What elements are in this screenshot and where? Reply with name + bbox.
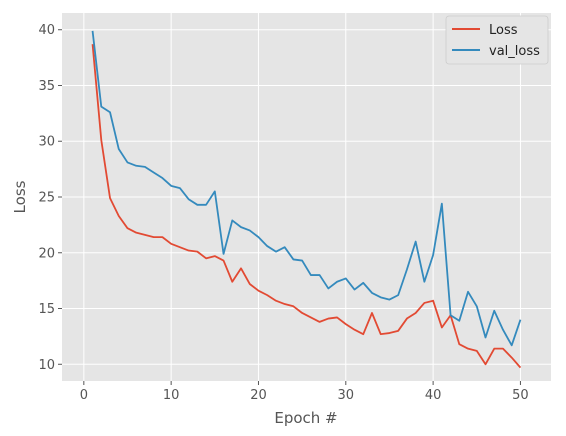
legend-label-loss: Loss: [489, 23, 518, 38]
y-axis-label: Loss: [11, 180, 29, 213]
series-layer: [91, 30, 522, 369]
y-tick-label: 30: [38, 135, 55, 150]
axis-ticks: 0 10 20 30 40 50 10 15 20 25 30 35 40: [38, 23, 528, 403]
series-line-loss: [91, 44, 522, 369]
y-tick-label: 10: [38, 358, 55, 373]
series-line-val-loss: [91, 30, 522, 347]
x-tick-label: 50: [512, 388, 529, 403]
x-tick-label: 10: [163, 388, 180, 403]
y-tick-label: 20: [38, 246, 55, 261]
y-tick-label: 15: [38, 302, 55, 317]
y-tick-label: 25: [38, 191, 55, 206]
y-tick-label: 35: [38, 79, 55, 94]
legend: Loss val_loss: [445, 15, 549, 65]
x-tick-label: 0: [80, 388, 88, 403]
y-tick-label: 40: [38, 23, 55, 38]
x-tick-label: 20: [250, 388, 267, 403]
legend-label-val-loss: val_loss: [489, 44, 540, 59]
x-tick-label: 30: [338, 388, 355, 403]
x-tick-label: 40: [425, 388, 442, 403]
x-axis-label: Epoch #: [274, 409, 337, 427]
grid-lines: [62, 13, 551, 381]
